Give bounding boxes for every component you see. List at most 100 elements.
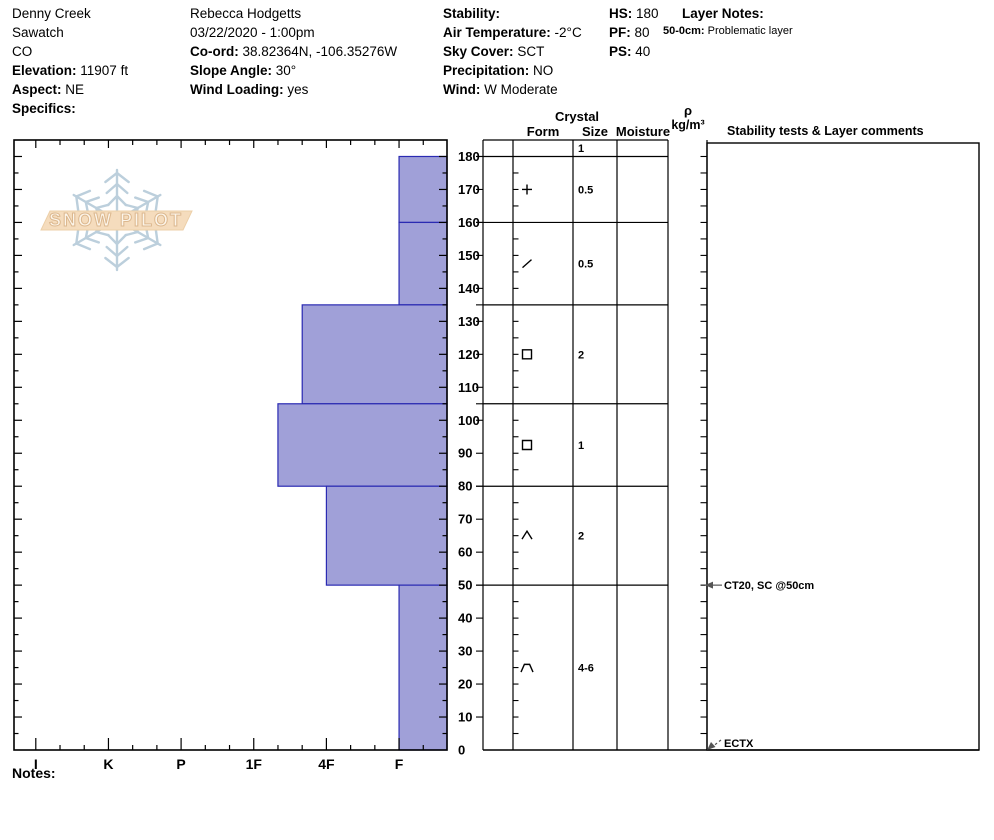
aspect-value: NE [65,82,85,97]
depth-label-30: 30 [458,644,472,659]
hs-line: HS: 180 [609,4,659,23]
snowflake-branch [134,196,150,204]
hardness-bar-layer-80-50 [325,485,448,586]
aspect-label: Aspect: [12,82,62,97]
depth-label-90: 90 [458,446,472,461]
observer-name: Rebecca Hodgetts [190,6,302,21]
elevation-line: Elevation: 11907 ft [12,61,128,80]
hardness-axis-label-F: F [395,756,404,772]
depth-label-40: 40 [458,611,472,626]
stability-test-label: ECTX [724,738,754,750]
hs-label: HS: [609,6,633,21]
snowflake-branch [95,203,110,210]
depth-label-10: 10 [458,710,472,725]
wind-loading-value: yes [287,82,309,97]
logo-banner [40,210,193,231]
air-temp-value: -2°C [554,25,582,40]
density-rho-header: ρ [683,103,693,118]
depth-label-60: 60 [458,545,472,560]
annotation-arrow-line [711,739,722,748]
state: CO [12,44,33,59]
grain-size-layer-5: 4-6 [578,663,594,675]
hardness-bar-layer-160-135 [398,221,448,306]
snowflake-branch [124,203,139,210]
precip-label: Precipitation: [443,63,530,78]
notes-label: Notes: [12,765,56,781]
air-temp-label: Air Temperature: [443,25,551,40]
slope-angle-label: Slope Angle: [190,63,273,78]
grain-size-layer-1: 0.5 [578,259,593,271]
header-location-block: Denny Creek Sawatch CO Elevation: 11907 … [12,4,128,118]
comments-box [706,142,980,751]
snowflake-branch [115,194,128,207]
ps-line: PS: 40 [609,42,659,61]
snowflake-branch [115,182,129,195]
depth-label-120: 120 [458,347,480,362]
wind-line: Wind: W Moderate [443,80,582,99]
layer-notes-title-line: Layer Notes: [663,4,793,23]
snowpilot-logo-watermark: SNOW PILOT [40,168,193,272]
wind-label: Wind: [443,82,481,97]
pf-line: PF: 80 [609,23,659,42]
hardness-axis-label-4F: 4F [318,756,335,772]
plus-icon [522,184,532,195]
annotation-arrowhead [707,742,716,750]
stability-comments-header: Stability tests & Layer comments [727,124,924,138]
snowflake-branch [115,245,129,258]
elevation-label: Elevation: [12,63,77,78]
depth-label-50: 50 [458,578,472,593]
stability-label: Stability: [443,6,501,21]
snowflake-branch [115,233,128,246]
snowflake-branch [154,195,159,213]
logo-text: SNOW PILOT [49,210,183,230]
snowflake-branch [75,227,80,245]
coord-line: Co-ord: 38.82364N, -106.35276W [190,42,397,61]
layer-notes-title: Layer Notes: [682,6,764,21]
precip-value: NO [533,63,554,78]
depth-label-130: 130 [458,314,480,329]
depth-label-110: 110 [458,380,479,395]
hardness-axis-label-P: P [176,756,185,772]
hardness-axis-label-K: K [103,756,113,772]
snowflake-branch [106,233,119,246]
depth-label-180: 180 [458,149,480,164]
hardness-bar-layer-50-0 [398,584,448,751]
snowflake-branch [106,194,119,207]
snowflake-branch [105,182,119,195]
size-header: Size [581,124,608,139]
snowflake-branch [75,195,80,213]
wind-loading-label: Wind Loading: [190,82,284,97]
stability-line: Stability: [443,4,582,23]
depth-label-150: 150 [458,248,480,263]
precip-line: Precipitation: NO [443,61,582,80]
specifics-label: Specifics: [12,101,76,116]
ps-label: PS: [609,44,632,59]
grain-size-layer-3: 1 [578,440,584,452]
plot-border [13,139,448,751]
snowflake-branch [84,236,100,244]
mountain-range: Sawatch [12,25,64,40]
slash-icon [522,259,532,269]
square-icon [521,439,533,451]
snowflake-branch [115,256,130,269]
ps-value: 40 [635,44,651,59]
header-conditions-block: Stability: Air Temperature: -2°C Sky Cov… [443,4,582,99]
header-layer-notes-block: Layer Notes: 50-0cm: Problematic layer [663,4,793,40]
sky-cover-label: Sky Cover: [443,44,514,59]
snowflake-branch [104,256,119,269]
grain-size-layer-0: 0.5 [578,184,593,196]
hardness-axis-label-1F: 1F [246,756,263,772]
depth-label-0: 0 [458,743,465,758]
snowflake-branch [105,245,119,258]
form-header: Form [526,124,560,139]
snowflake-branch [124,230,139,237]
wind-loading-line: Wind Loading: yes [190,80,397,99]
header-measurements-block: HS: 180 PF: 80 PS: 40 [609,4,659,61]
depth-label-140: 140 [458,281,480,296]
observation-datetime: 03/22/2020 - 1:00pm [190,25,315,40]
site-name: Denny Creek [12,6,91,21]
layer-note-text: Problematic layer [707,25,793,37]
annotation-arrowhead [705,581,713,589]
